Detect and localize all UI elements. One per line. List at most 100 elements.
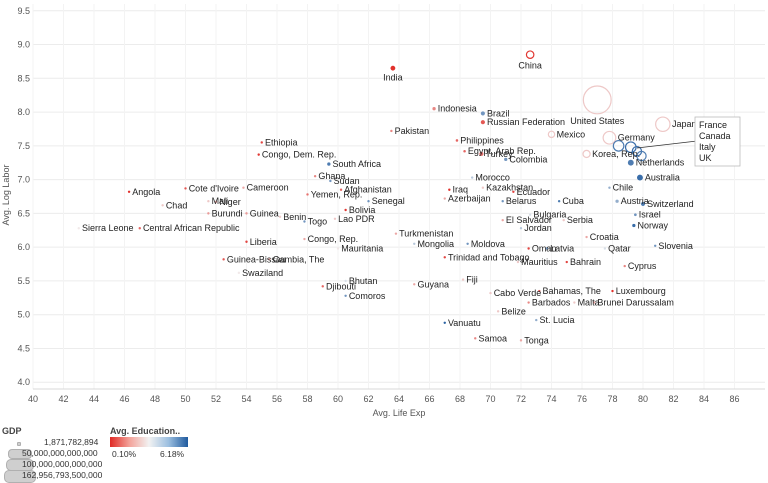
point-label: Colombia	[509, 154, 547, 164]
point-senegal	[367, 200, 370, 203]
point-turkmenistan	[394, 232, 398, 235]
point-label: Barbados	[532, 298, 571, 308]
x-tick-label: 72	[516, 394, 526, 404]
point-united-states	[582, 85, 612, 115]
point-label: Cuba	[562, 196, 584, 206]
point-label: Mauritius	[521, 257, 558, 267]
point-guinea-bissau	[222, 258, 225, 261]
x-tick-label: 70	[485, 394, 495, 404]
point-label: Brunei Darussalam	[597, 298, 674, 308]
point-label: Bahrain	[570, 257, 601, 267]
point-cote-d-ivoire	[184, 187, 187, 190]
y-axis-ticks: 4.0 4.5 5.0 5.5 6.0 6.5 7.0 7.5 8.0 8.5 9.0 9.5	[17, 6, 30, 387]
x-tick-label: 68	[455, 394, 465, 404]
point-label: Belarus	[506, 196, 537, 206]
color-gradient-bar	[110, 437, 188, 447]
point-colombia	[504, 157, 508, 161]
color-legend-max: 6.18%	[160, 449, 185, 459]
point-label: Djibouti	[326, 281, 356, 291]
point-central-african-republic	[138, 227, 141, 230]
point-guyana	[413, 283, 416, 286]
point-djibouti	[321, 285, 324, 288]
x-tick-label: 80	[638, 394, 648, 404]
point-label: Malta	[578, 298, 600, 308]
point-ethiopia	[260, 141, 263, 144]
point-italy	[636, 150, 647, 162]
point-cameroon	[242, 186, 245, 189]
y-tick-label: 4.5	[17, 343, 30, 353]
point-label: Bhutan	[349, 276, 378, 286]
point-label: Togo	[308, 216, 328, 226]
x-tick-label: 62	[363, 394, 373, 404]
point-label: Congo, Dem. Rep.	[262, 150, 337, 160]
point-moldova	[466, 242, 469, 245]
point-liberia	[245, 240, 248, 243]
y-tick-label: 5.0	[17, 310, 30, 320]
point-ghana	[313, 175, 317, 178]
point-serbia	[562, 218, 565, 222]
point-china	[525, 50, 535, 59]
point-label: Belize	[501, 306, 526, 316]
y-tick-label: 5.5	[17, 276, 30, 286]
point-label: Brazil	[487, 108, 510, 118]
y-tick-label: 8.0	[17, 107, 30, 117]
x-tick-label: 76	[577, 394, 587, 404]
point-label: Slovenia	[658, 241, 693, 251]
point-label: Indonesia	[438, 104, 477, 114]
point-pakistan	[390, 129, 393, 133]
point-morocco	[471, 176, 474, 179]
point-sierra-leone	[77, 227, 80, 230]
point-label: Israel	[639, 210, 661, 220]
data-points	[77, 50, 671, 342]
point-brazil	[480, 111, 485, 116]
point-label: Iraq	[453, 185, 469, 195]
point-label: Korea, Rep.	[592, 149, 640, 159]
point-label: Samoa	[478, 333, 507, 343]
point-label: Egypt, Arab Rep.	[468, 146, 536, 156]
point-samoa	[474, 337, 477, 340]
point-belize	[496, 310, 500, 313]
point-label: Tonga	[524, 335, 549, 345]
callout-line: Italy	[699, 142, 716, 152]
point-congo-dem-rep-	[257, 153, 260, 156]
x-tick-label: 56	[272, 394, 282, 404]
point-trinidad-and-tobago	[443, 256, 446, 259]
point-yemen-rep-	[306, 193, 309, 196]
point-angola	[127, 190, 131, 193]
x-axis-ticks: 40 42 44 46 48 50 52 54 56 58 60 62 64 66 68 70 72 74 76 78…	[28, 394, 740, 404]
point-lao-pdr	[333, 217, 337, 220]
point-slovenia	[654, 244, 657, 248]
point-label: Gambia, The	[273, 254, 325, 264]
point-label: Chile	[613, 183, 634, 193]
point-label: Serbia	[567, 215, 593, 225]
point-chad	[161, 204, 164, 207]
point-label: Japan	[672, 119, 697, 129]
point-bahrain	[565, 260, 568, 264]
point-label: Turkey	[485, 149, 513, 159]
point-luxembourg	[611, 289, 614, 293]
point-jordan	[519, 227, 523, 230]
point-austria	[615, 199, 619, 203]
point-el-salvador	[501, 218, 504, 222]
size-legend-value-2: 50,000,000,000,000	[22, 448, 98, 458]
x-tick-label: 40	[28, 394, 38, 404]
point-qatar	[603, 247, 607, 250]
callout-text: France Canada Italy UK	[699, 120, 731, 163]
point-label: Ghana	[318, 171, 345, 181]
point-label: Mexico	[557, 129, 586, 139]
x-axis-title: Avg. Life Exp	[373, 408, 426, 418]
y-tick-label: 6.0	[17, 242, 30, 252]
callout-line: UK	[699, 153, 712, 163]
point-uk	[612, 139, 625, 152]
point-bahamas-the	[538, 289, 541, 293]
point-mauritius	[516, 260, 520, 264]
point-australia	[637, 174, 643, 181]
point-bulgaria	[528, 213, 532, 216]
point-swaziland	[237, 271, 241, 275]
point-norway	[632, 223, 636, 228]
point-malta	[573, 301, 576, 304]
point-label: South Africa	[332, 159, 381, 169]
x-tick-label: 46	[119, 394, 129, 404]
size-marker-2	[8, 449, 32, 459]
size-marker-1	[17, 442, 21, 446]
